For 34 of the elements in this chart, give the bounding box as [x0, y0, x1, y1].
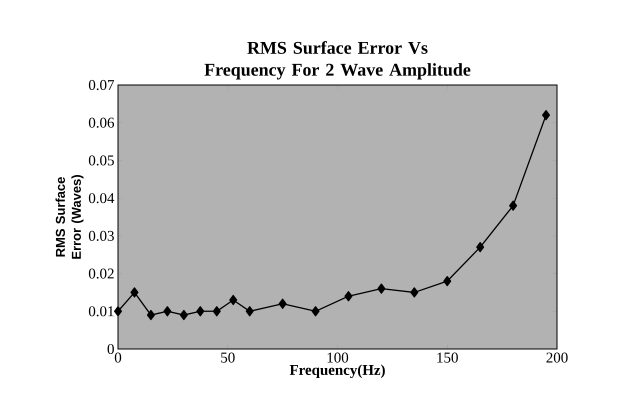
point [212, 306, 221, 316]
point [476, 242, 484, 252]
y-tick-label: 0.04 [88, 193, 114, 204]
x-tick-label: 200 [546, 352, 568, 363]
x-tick-label: 100 [328, 352, 348, 363]
point [443, 276, 452, 286]
chart-title: RMS Surface Error Vs Frequency For 2 Wave Amplitude [204, 41, 470, 80]
y-axis-title: RMS Surface Error (Waves) [55, 175, 84, 259]
point [542, 110, 550, 120]
point [130, 287, 138, 298]
x-axis-title: Frequency(Hz) [290, 364, 385, 378]
x-tick-label: 50 [221, 352, 235, 363]
point [344, 291, 352, 302]
point [196, 306, 204, 316]
point [146, 310, 155, 320]
y-tick-label: 0.05 [88, 155, 114, 166]
y-tick-label: 0.02 [88, 268, 114, 279]
x-tick-label: 0 [114, 352, 122, 363]
point [410, 287, 418, 298]
point [377, 284, 386, 294]
point [229, 294, 238, 306]
point [246, 306, 254, 316]
point [114, 306, 122, 316]
x-tick-label: 150 [437, 352, 458, 363]
y-tick-label: 0.03 [88, 230, 114, 241]
y-tick-label: 0 [108, 344, 114, 354]
point [278, 298, 287, 309]
point [509, 200, 518, 211]
y-tick-label: 0.07 [88, 80, 114, 90]
y-tick-label: 0.01 [88, 306, 114, 316]
point [312, 306, 320, 316]
point [180, 310, 188, 320]
y-tick-label: 0.06 [88, 118, 114, 128]
point [163, 306, 172, 316]
